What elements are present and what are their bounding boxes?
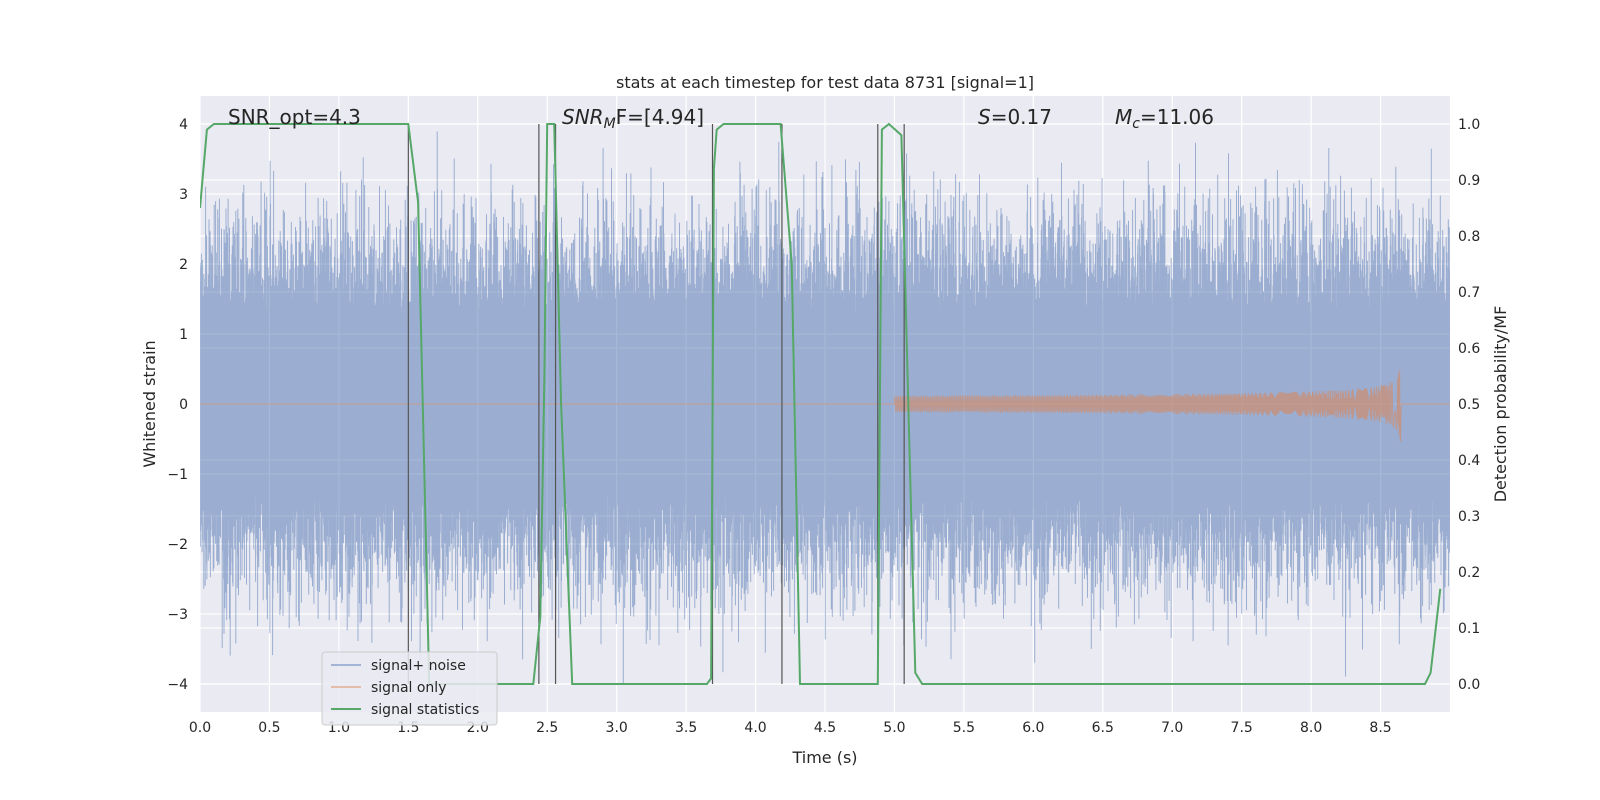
y2-tick-label: 0.2 bbox=[1458, 565, 1480, 581]
y2-axis-label: Detection probability/MF bbox=[1491, 306, 1510, 503]
y2-tick-label: 0.8 bbox=[1458, 229, 1480, 245]
x-axis-label: Time (s) bbox=[791, 748, 857, 767]
annotation-mc: Mc=11.06 bbox=[1115, 105, 1214, 132]
x-tick-label: 5.5 bbox=[953, 720, 975, 736]
x-tick-label: 0.0 bbox=[189, 720, 211, 736]
y-tick-label: 2 bbox=[179, 257, 188, 273]
y2-tick-label: 0.6 bbox=[1458, 341, 1480, 357]
y-tick-label: −1 bbox=[167, 467, 188, 483]
y2-tick-label: 0.7 bbox=[1458, 285, 1480, 301]
y2-tick-label: 0.5 bbox=[1458, 397, 1480, 413]
annotation-s: S=0.17 bbox=[978, 105, 1052, 129]
annotation-snr-mf: SNRMF=[4.94] bbox=[562, 105, 704, 132]
y-tick-label: 0 bbox=[179, 397, 188, 413]
x-tick-label: 2.5 bbox=[536, 720, 558, 736]
legend-label-signal: signal only bbox=[371, 680, 446, 696]
x-tick-label: 4.5 bbox=[814, 720, 836, 736]
legend-label-statistics: signal statistics bbox=[371, 702, 479, 718]
y-tick-label: 3 bbox=[179, 187, 188, 203]
x-tick-label: 6.0 bbox=[1022, 720, 1044, 736]
y-axis-label: Whitened strain bbox=[140, 340, 159, 467]
y2-tick-label: 0.1 bbox=[1458, 621, 1480, 637]
x-tick-label: 3.5 bbox=[675, 720, 697, 736]
y-tick-label: −2 bbox=[167, 537, 188, 553]
y2-tick-label: 0.9 bbox=[1458, 173, 1480, 189]
x-tick-label: 8.5 bbox=[1369, 720, 1391, 736]
x-tick-label: 6.5 bbox=[1092, 720, 1114, 736]
y2-tick-label: 0.4 bbox=[1458, 453, 1480, 469]
x-tick-label: 7.5 bbox=[1231, 720, 1253, 736]
y2-tick-label: 0.3 bbox=[1458, 509, 1480, 525]
annotation-snr-opt: SNR_opt=4.3 bbox=[228, 105, 361, 129]
y-tick-label: 1 bbox=[179, 327, 188, 343]
y-tick-label: 4 bbox=[179, 117, 188, 133]
series-signal-only bbox=[200, 370, 1450, 443]
x-tick-label: 4.0 bbox=[744, 720, 766, 736]
y2-tick-labels: 0.0 0.1 0.2 0.3 0.4 0.5 0.6 0.7 0.8 0.9 1.0 bbox=[1458, 117, 1480, 693]
x-tick-label: 8.0 bbox=[1300, 720, 1322, 736]
x-tick-label: 3.0 bbox=[606, 720, 628, 736]
legend-box bbox=[321, 651, 498, 726]
y-tick-label: −4 bbox=[167, 677, 188, 693]
y-tick-labels: −4 −3 −2 −1 0 1 2 3 4 bbox=[167, 117, 188, 693]
legend-label-noise: signal+ noise bbox=[371, 658, 466, 674]
x-tick-label: 5.0 bbox=[883, 720, 905, 736]
y2-tick-label: 1.0 bbox=[1458, 117, 1480, 133]
chart-title: stats at each timestep for test data 873… bbox=[616, 73, 1034, 92]
y2-tick-label: 0.0 bbox=[1458, 677, 1480, 693]
x-tick-label: 7.0 bbox=[1161, 720, 1183, 736]
legend: signal+ noise signal only signal statist… bbox=[321, 651, 498, 726]
x-tick-label: 0.5 bbox=[258, 720, 280, 736]
y-tick-label: −3 bbox=[167, 607, 188, 623]
